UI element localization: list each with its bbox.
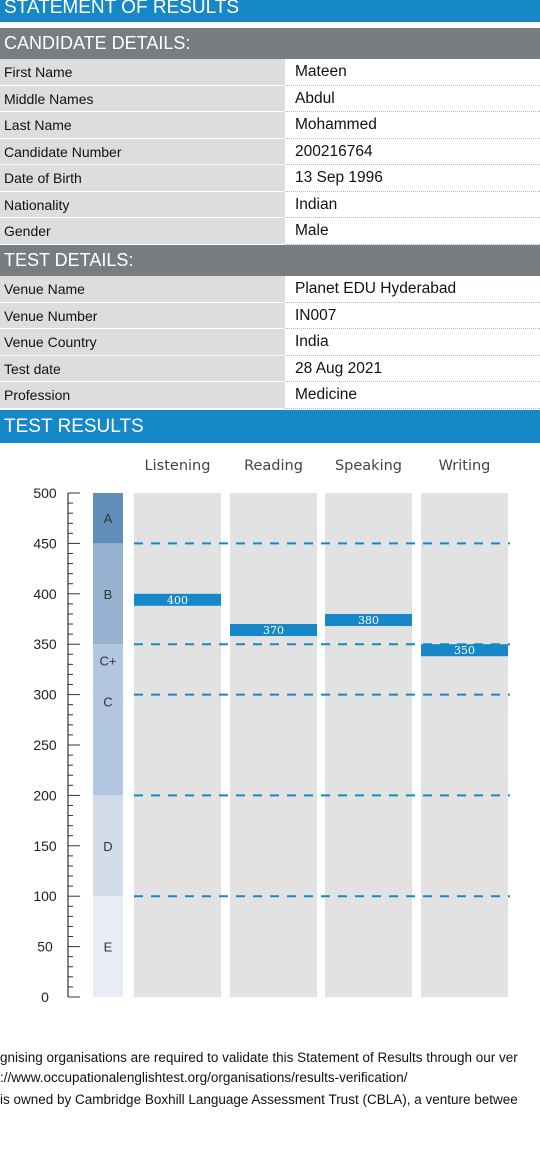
grade-label: D [103,839,112,854]
grade-label: C [103,695,112,710]
field-value: Indian [285,192,540,218]
subtest-label: Speaking [335,458,402,474]
subtest-label: Listening [145,458,211,474]
field-value: India [285,329,540,356]
grade-label: A [104,511,113,526]
field-label: Middle Names [0,85,285,112]
score-label: 350 [454,644,475,657]
y-tick-label: 0 [41,989,49,1005]
y-tick-label: 500 [33,485,57,501]
field-label: First Name [0,59,285,86]
field-value: Male [285,218,540,245]
field-value: Mohammed [285,112,540,139]
table-row: Venue Name Planet EDU Hyderabad [0,276,540,303]
field-label: Candidate Number [0,138,285,165]
test-results-heading: TEST RESULTS [0,410,540,443]
field-label: Date of Birth [0,165,285,192]
table-row: Date of Birth 13 Sep 1996 [0,165,540,192]
field-label: Venue Name [0,276,285,303]
field-label: Profession [0,382,285,409]
table-row: Middle Names Abdul [0,85,540,112]
field-label: Last Name [0,112,285,139]
footer-line-2: ://www.occupationalenglishtest.org/organ… [0,1070,408,1085]
grade-band [93,896,123,997]
table-row: Venue Number IN007 [0,302,540,329]
grade-band [93,493,123,544]
y-tick-label: 250 [33,737,57,753]
grade-band [93,694,123,796]
grade-label: C+ [100,653,117,668]
grade-band [93,543,123,645]
y-tick-label: 450 [33,535,57,551]
table-row: Test date 28 Aug 2021 [0,355,540,382]
score-bar [421,644,508,657]
score-bar [230,624,317,637]
footer-line-1: gnising organisations are required to va… [0,1050,518,1065]
field-value: Abdul [285,86,540,112]
field-label: Gender [0,218,285,245]
field-label: Test date [0,355,285,382]
grade-label: B [104,587,113,602]
field-value: 28 Aug 2021 [285,356,540,382]
field-label: Nationality [0,191,285,218]
y-tick-label: 100 [33,888,57,904]
table-row: Profession Medicine [0,382,540,409]
subtest-column [134,493,221,997]
footer-line-3: is owned by Cambridge Boxhill Language A… [0,1092,518,1107]
table-row: Gender Male [0,218,540,245]
subtest-label: Reading [244,458,303,474]
results-chart: 0 50 100 150 200 250 300 350 400 450 500 A B C+ C D E Lis… [0,440,540,1010]
y-tick-label: 300 [33,687,57,703]
table-row: Venue Country India [0,329,540,356]
grade-label: E [104,940,113,955]
score-bar [325,613,412,626]
grade-band [93,795,123,897]
score-label: 400 [167,594,188,607]
grade-band [93,644,123,695]
y-tick-label: 200 [33,787,57,803]
subtest-label: Writing [439,458,491,474]
field-value: 200216764 [285,139,540,165]
field-value: 13 Sep 1996 [285,165,540,192]
test-details-heading: TEST DETAILS: [0,245,540,276]
table-row: Last Name Mohammed [0,112,540,139]
table-row: Nationality Indian [0,191,540,218]
field-label: Venue Number [0,302,285,329]
table-row: First Name Mateen [0,59,540,86]
candidate-details-heading: CANDIDATE DETAILS: [0,28,540,59]
results-chart-svg: 0 50 100 150 200 250 300 350 400 450 500 A B C+ C D E Lis… [33,458,510,1005]
field-value: IN007 [285,303,540,329]
score-label: 370 [263,624,284,637]
subtest-column [230,493,317,997]
y-tick-label: 50 [37,939,53,955]
field-label: Venue Country [0,329,285,356]
y-tick-label: 150 [33,838,57,854]
document-title: STATEMENT OF RESULTS [0,0,540,22]
table-row: Candidate Number 200216764 [0,138,540,165]
subtest-column [325,493,412,997]
score-label: 380 [358,614,379,627]
subtest-column [421,493,508,997]
y-tick-label: 350 [33,636,57,652]
field-value: Medicine [285,382,540,409]
field-value: Planet EDU Hyderabad [285,276,540,303]
y-tick-label: 400 [33,586,57,602]
score-bar [134,593,221,606]
field-value: Mateen [285,59,540,86]
